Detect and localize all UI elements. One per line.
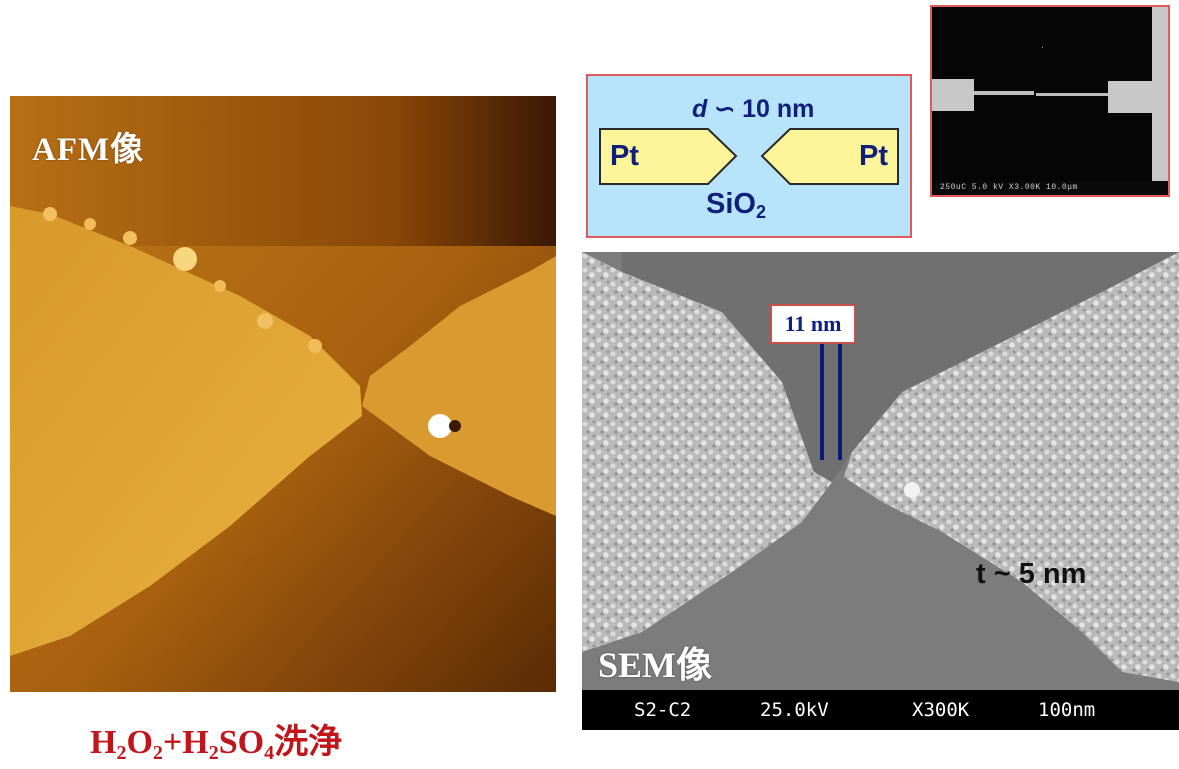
cleaning-caption: H2O2+H2SO4洗浄 (90, 714, 342, 765)
left-electrode-shape (599, 128, 738, 185)
caption-o: O (126, 724, 153, 761)
afm-image: AFM像 (10, 96, 556, 692)
right-electrode-shape (760, 128, 899, 185)
sem-overview-drawing (932, 7, 1168, 181)
caption-sub-2a: 2 (116, 742, 127, 764)
substrate-base: SiO (706, 188, 756, 220)
thickness-label: t ~ 5 nm (976, 558, 1087, 590)
electrode-schematic: d ∽ 10 nm Pt Pt SiO2 (586, 74, 912, 238)
sem-micrograph (582, 252, 1179, 690)
gap-width-label: 11 nm (770, 304, 856, 344)
sem-image: 11 nm t ~ 5 nm SEM像 S2-C2 25.0kV X300K 1… (582, 252, 1179, 730)
caption-sub-2c: 2 (208, 742, 219, 764)
caption-plus-h: +H (162, 724, 209, 761)
afm-label: AFM像 (32, 132, 145, 168)
substrate-subscript: 2 (755, 202, 766, 222)
gap-marker-left (820, 344, 824, 460)
left-electrode-label: Pt (610, 140, 639, 172)
sem-info-scale: 100nm (1038, 699, 1096, 721)
sem-label: SEM像 (598, 645, 713, 685)
sem-info-bar: S2-C2 25.0kV X300K 100nm (582, 690, 1179, 730)
sem-info-id: S2-C2 (634, 699, 692, 721)
caption-sub-2b: 2 (152, 742, 163, 764)
right-electrode-label: Pt (859, 140, 888, 172)
afm-topography (10, 96, 556, 692)
electrode-schematic-drawing (599, 128, 899, 185)
sem-overview-inset: 250uC 5.0 kV X3.00K 10.0μm (930, 5, 1170, 197)
caption-sub-4: 4 (264, 742, 275, 764)
caption-h: H (90, 724, 117, 761)
gap-symbol: d (692, 95, 708, 123)
sem-info-mag: X300K (912, 699, 970, 721)
gap-value: ∽ 10 nm (714, 95, 815, 123)
gap-marker-right (838, 344, 842, 460)
sem-info-kv: 25.0kV (760, 699, 829, 721)
caption-so: SO (218, 724, 265, 761)
substrate-label: SiO2 (706, 188, 766, 223)
caption-suffix: 洗浄 (274, 724, 343, 761)
sem-overview-info-bar: 250uC 5.0 kV X3.00K 10.0μm (932, 181, 1168, 195)
gap-distance-label: d ∽ 10 nm (692, 94, 814, 124)
